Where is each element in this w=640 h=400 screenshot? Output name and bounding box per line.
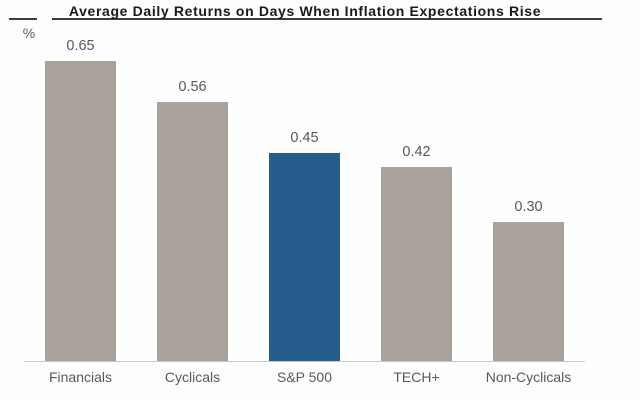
bar-cyclicals <box>157 102 228 361</box>
value-label-cyclicals: 0.56 <box>178 79 207 96</box>
bar-tech <box>381 166 452 361</box>
bar-non-cyclicals <box>493 222 564 361</box>
value-label-financials: 0.65 <box>66 37 95 54</box>
unit-axis-rule <box>9 18 37 20</box>
value-label-non-cyclicals: 0.30 <box>514 199 543 216</box>
value-label-tech: 0.42 <box>402 143 431 160</box>
x-axis-baseline <box>24 361 585 363</box>
title-underline-rule <box>52 18 602 20</box>
bar-s-p-500 <box>269 153 340 361</box>
category-label-s-p-500: S&P 500 <box>276 369 332 385</box>
category-label-financials: Financials <box>48 369 113 385</box>
value-label-s-p-500: 0.45 <box>290 130 319 147</box>
y-axis-unit-label: % <box>22 25 36 41</box>
category-label-cyclicals: Cyclicals <box>164 369 221 385</box>
chart-title: Average Daily Returns on Days When Infla… <box>68 3 542 19</box>
category-label-tech: TECH+ <box>393 369 440 385</box>
category-label-non-cyclicals: Non-Cyclicals <box>485 369 572 385</box>
bar-financials <box>45 60 116 361</box>
